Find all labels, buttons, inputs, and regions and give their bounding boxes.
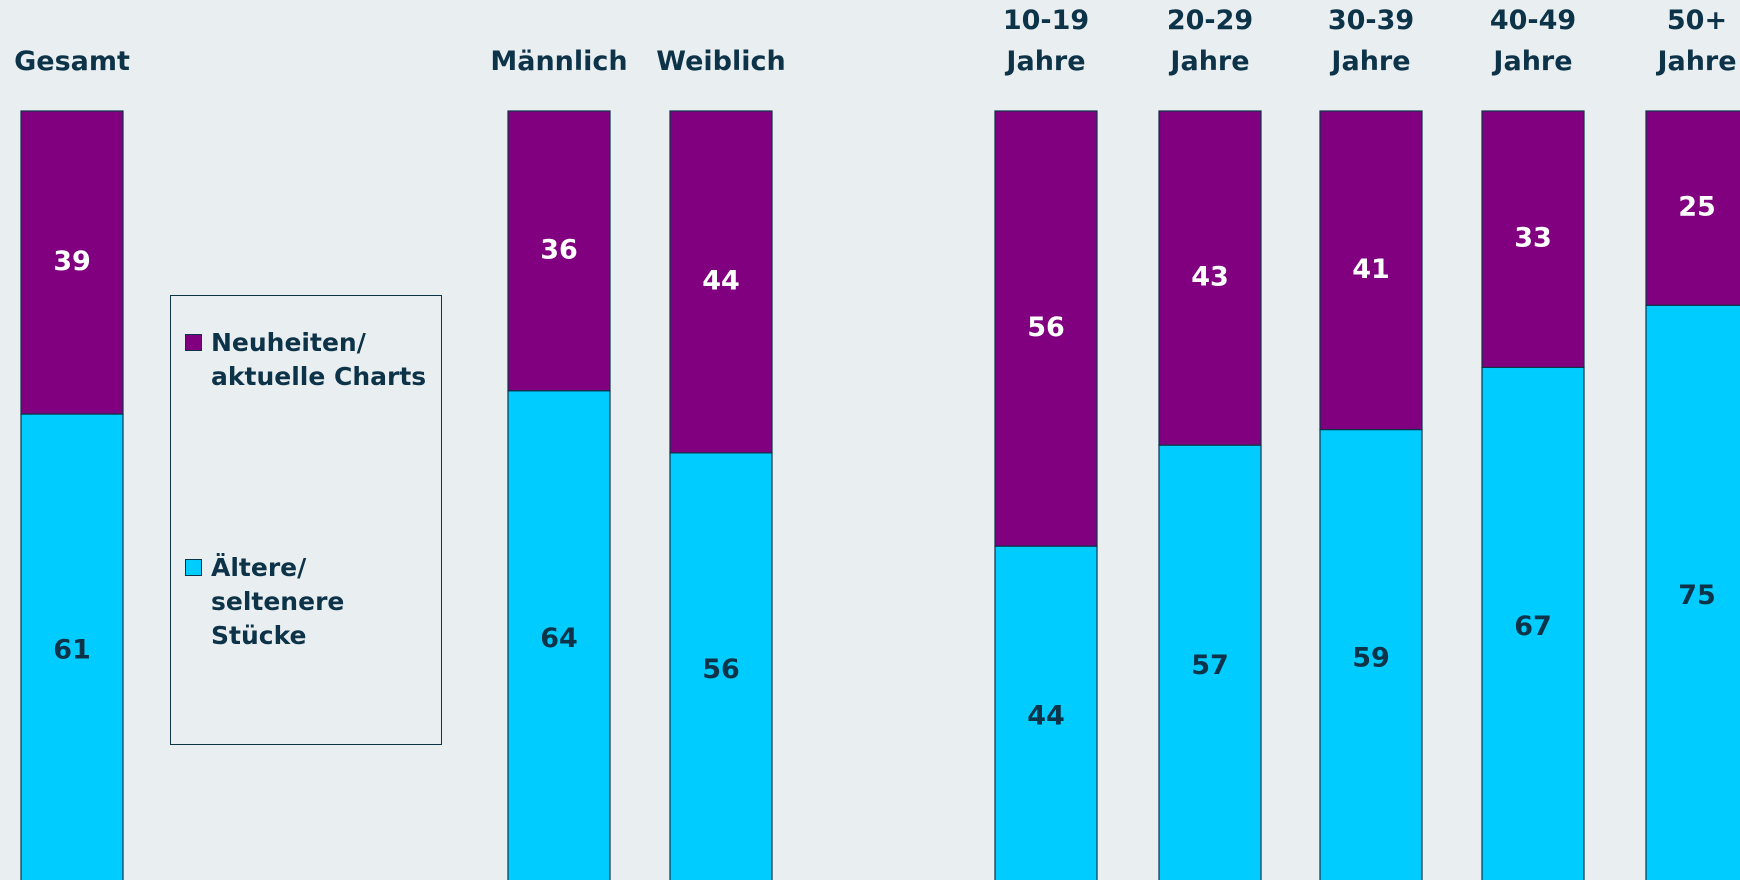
- value-label: 33: [1514, 223, 1552, 254]
- bar-segment: [1158, 444, 1262, 880]
- bar-segment: [507, 390, 611, 880]
- value-label: 57: [1191, 650, 1229, 681]
- bar-segment: [1319, 428, 1423, 880]
- category-label: Weiblich: [656, 46, 786, 77]
- value-label: 44: [702, 265, 740, 296]
- category-label: Männlich: [490, 46, 628, 77]
- category-label: 30-39 Jahre: [1327, 5, 1415, 77]
- value-label: 64: [540, 623, 578, 654]
- legend-item: Ältere/ seltenere Stücke: [185, 551, 344, 653]
- category-label: 10-19 Jahre: [1002, 5, 1090, 77]
- value-label: 25: [1678, 192, 1716, 223]
- category-label: 50+ Jahre: [1657, 5, 1737, 77]
- bar-segment: [669, 452, 773, 880]
- value-label: 67: [1514, 611, 1552, 642]
- bar-segment: [1645, 110, 1740, 306]
- value-label: 41: [1352, 254, 1390, 285]
- legend-label: Ältere/ seltenere Stücke: [211, 553, 345, 650]
- value-label: 36: [540, 234, 578, 265]
- bar-segment: [1481, 366, 1585, 880]
- bar-segment: [994, 110, 1098, 547]
- bar-segment: [669, 110, 773, 454]
- bar-segment: [1481, 110, 1585, 369]
- value-label: 59: [1352, 642, 1390, 673]
- value-label: 43: [1191, 262, 1229, 293]
- category-label: 40-49 Jahre: [1489, 5, 1577, 77]
- value-label: 61: [53, 635, 91, 666]
- legend-swatch: [185, 559, 202, 576]
- value-label: 56: [702, 654, 740, 685]
- legend-label: Neuheiten/ aktuelle Charts: [211, 328, 427, 391]
- legend-item: Neuheiten/ aktuelle Charts: [185, 326, 426, 394]
- bar-segment: [1158, 110, 1262, 446]
- value-label: 75: [1678, 580, 1716, 611]
- bar-segment: [1645, 304, 1740, 880]
- bar-segment: [20, 110, 124, 415]
- bar-segment: [1319, 110, 1423, 431]
- category-label: 20-29 Jahre: [1166, 5, 1254, 77]
- bar-segment: [20, 413, 124, 880]
- value-label: 56: [1027, 312, 1065, 343]
- category-label: Gesamt: [14, 46, 130, 77]
- legend-swatch: [185, 334, 202, 351]
- value-label: 44: [1027, 701, 1065, 732]
- legend: Neuheiten/ aktuelle Charts Ältere/ selten…: [170, 295, 442, 745]
- value-label: 39: [53, 246, 91, 277]
- bar-segment: [507, 110, 611, 392]
